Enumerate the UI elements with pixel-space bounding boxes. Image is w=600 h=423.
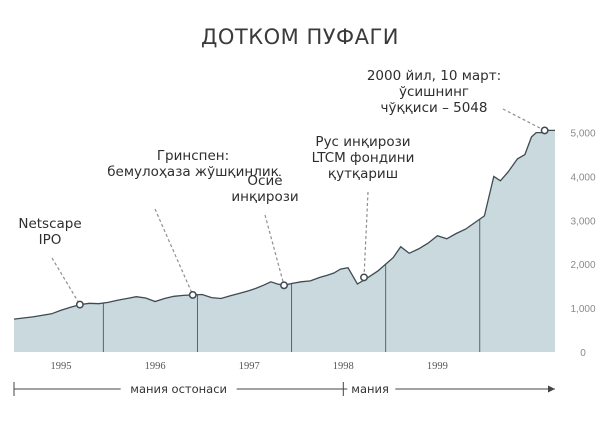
annotation-line: IPO — [39, 232, 62, 248]
annotation-line: Рус инқирози — [315, 134, 410, 150]
annotation-leader — [154, 208, 194, 296]
annotation-line: LTCM фондини — [312, 150, 415, 166]
phase-label: мания остонаси — [130, 382, 227, 396]
highlight-point — [540, 126, 549, 135]
leaders — [51, 108, 545, 305]
annotation-line: чўққиси – 5048 — [381, 100, 488, 116]
annotation-line: 2000 йил, 10 март: — [367, 68, 501, 84]
annotation-leader — [502, 108, 545, 131]
annotation-label: 2000 йил, 10 март: ўсишнинг чўққиси – 5048 — [367, 68, 501, 116]
x-tick-label: 1995 — [51, 361, 72, 372]
y-tick-label: 5,000 — [570, 129, 595, 140]
annotation-leader — [264, 214, 285, 286]
annotation-label: Netscape IPO — [18, 216, 81, 248]
annotation-line: ўсишнинг — [399, 84, 469, 100]
y-tick-label: 3,000 — [570, 216, 595, 227]
highlight-point — [188, 290, 197, 299]
x-axis: 1995 1996 1997 1998 1999 — [51, 361, 448, 372]
annotation-line: Осиё — [247, 173, 282, 189]
annotation-label: Осиё инқирози — [231, 173, 298, 205]
phase-band: мания остонаси мания — [13, 381, 555, 397]
annotation-leader — [51, 257, 81, 305]
annotation-label: Рус инқирози LTCM фондини қутқариш — [312, 134, 415, 182]
phase-arrow — [548, 385, 555, 393]
annotation-line: инқирози — [231, 189, 298, 205]
annotation-leader — [363, 191, 369, 278]
highlight-point — [75, 300, 84, 309]
series-line — [13, 129, 555, 320]
highlight-points — [75, 126, 549, 309]
x-tick-label: 1996 — [145, 361, 166, 372]
year-dividers — [102, 219, 481, 352]
highlight-point — [280, 281, 288, 290]
annotation-line: қутқариш — [328, 166, 398, 182]
area-fill — [14, 130, 555, 352]
chart-title: ДОТКОМ ПУФАГИ — [201, 25, 399, 49]
x-tick-label: 1998 — [333, 361, 354, 372]
y-tick-label: 1,000 — [570, 304, 595, 315]
annotation-label: Гринспен: бемулоҳаза жўшқинлик — [107, 148, 279, 180]
x-tick-label: 1999 — [427, 361, 448, 372]
x-tick-label: 1997 — [239, 361, 260, 372]
highlight-point — [360, 273, 368, 282]
y-tick-label: 0 — [580, 348, 586, 359]
y-axis: 0 1,000 2,000 3,000 4,000 5,000 — [570, 129, 595, 359]
phase-label-bg — [347, 381, 396, 397]
y-tick-label: 4,000 — [570, 172, 595, 183]
phase-label-bg — [120, 381, 237, 397]
phase-label: мания — [351, 382, 389, 396]
annotation-line: Netscape — [18, 216, 81, 232]
annotation-line: Гринспен: — [157, 148, 229, 164]
y-tick-label: 2,000 — [570, 260, 595, 271]
annotations: Netscape IPO Гринспен: бемулоҳаза жўшқинлик… — [18, 68, 501, 248]
annotation-line: бемулоҳаза жўшқинлик — [107, 164, 279, 180]
